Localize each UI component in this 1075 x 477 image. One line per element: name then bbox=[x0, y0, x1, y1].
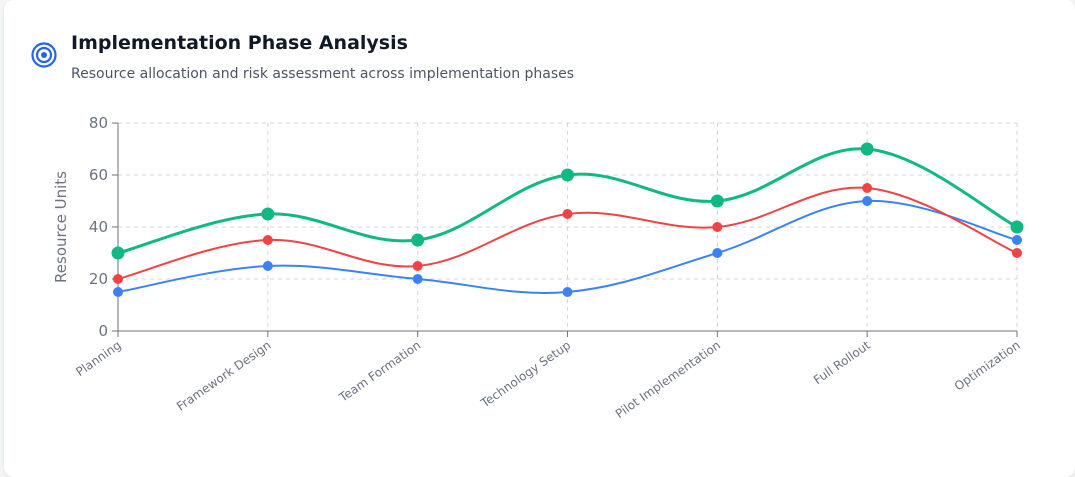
x-tick-label: Pilot Implementation bbox=[613, 338, 723, 421]
data-point bbox=[562, 209, 573, 219]
data-point bbox=[712, 248, 723, 258]
x-tick-label: Planning bbox=[73, 338, 123, 379]
y-axis-label: Resource Units bbox=[52, 171, 70, 283]
data-point bbox=[710, 194, 724, 208]
data-point bbox=[411, 233, 425, 247]
data-point bbox=[562, 287, 573, 297]
y-tick-label: 40 bbox=[89, 218, 108, 236]
x-tick-label: Optimization bbox=[952, 338, 1023, 393]
data-point bbox=[113, 274, 123, 284]
data-point bbox=[261, 207, 275, 221]
x-tick-label: Technology Setup bbox=[478, 338, 574, 411]
data-point bbox=[862, 183, 873, 193]
chart-title: Implementation Phase Analysis bbox=[71, 32, 408, 54]
x-tick-label: Team Formation bbox=[336, 338, 424, 405]
data-point bbox=[262, 261, 273, 271]
data-point bbox=[1010, 220, 1024, 234]
y-tick-label: 80 bbox=[89, 114, 108, 132]
data-point bbox=[561, 168, 574, 182]
data-point bbox=[860, 142, 874, 156]
data-point bbox=[113, 287, 123, 297]
x-tick-label: Framework Design bbox=[174, 338, 274, 414]
data-point bbox=[412, 274, 423, 284]
x-tick-label: Full Rollout bbox=[811, 338, 873, 387]
chart-card bbox=[4, 0, 1075, 477]
y-tick-label: 20 bbox=[89, 270, 108, 288]
y-tick-label: 0 bbox=[98, 322, 108, 340]
data-point bbox=[262, 235, 273, 245]
y-tick-label: 60 bbox=[89, 166, 108, 184]
data-point bbox=[1012, 235, 1022, 245]
data-point bbox=[111, 246, 125, 260]
chart-subtitle: Resource allocation and risk assessment … bbox=[71, 66, 575, 82]
data-point bbox=[712, 222, 723, 232]
data-point bbox=[862, 196, 873, 206]
data-point bbox=[412, 261, 423, 271]
data-point bbox=[1012, 248, 1022, 258]
target-icon bbox=[31, 42, 57, 68]
